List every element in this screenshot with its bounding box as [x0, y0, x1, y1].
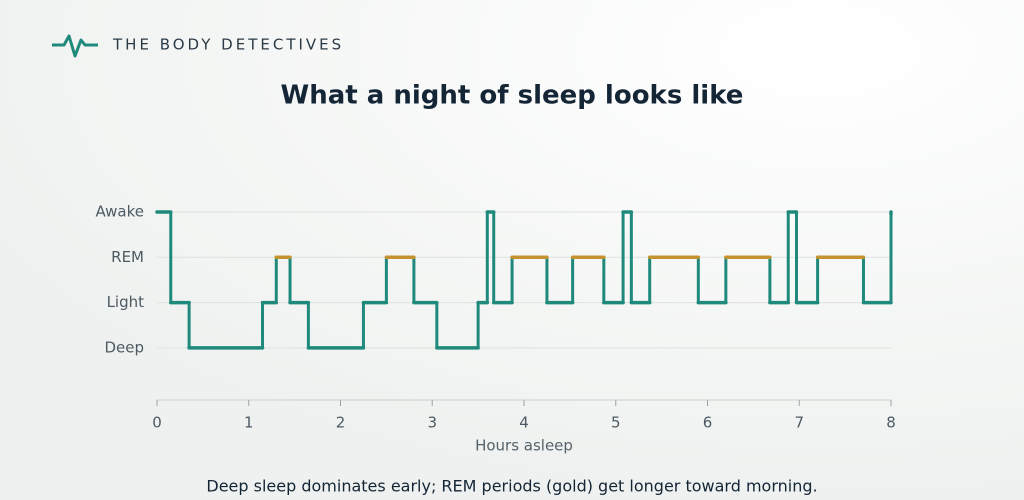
y-tick-label: Deep [104, 338, 144, 356]
x-tick-label: 2 [336, 414, 346, 432]
x-tick-label: 4 [519, 414, 529, 432]
y-tick-label: Awake [96, 203, 145, 221]
x-tick-label: 0 [152, 414, 162, 432]
brand: THE BODY DETECTIVES [112, 36, 344, 54]
y-tick-label: REM [111, 248, 144, 266]
logo-icon [52, 34, 98, 58]
caption: Deep sleep dominates early; REM periods … [206, 477, 817, 496]
y-tick-label: Light [107, 293, 145, 311]
x-axis-label: Hours asleep [475, 437, 573, 455]
x-tick-label: 1 [244, 414, 254, 432]
x-tick-label: 3 [427, 414, 437, 432]
x-tick-label: 5 [611, 414, 621, 432]
chart-title: What a night of sleep looks like [281, 81, 744, 111]
x-tick-label: 6 [703, 414, 713, 432]
x-tick-label: 8 [886, 414, 896, 432]
x-tick-label: 7 [794, 414, 804, 432]
